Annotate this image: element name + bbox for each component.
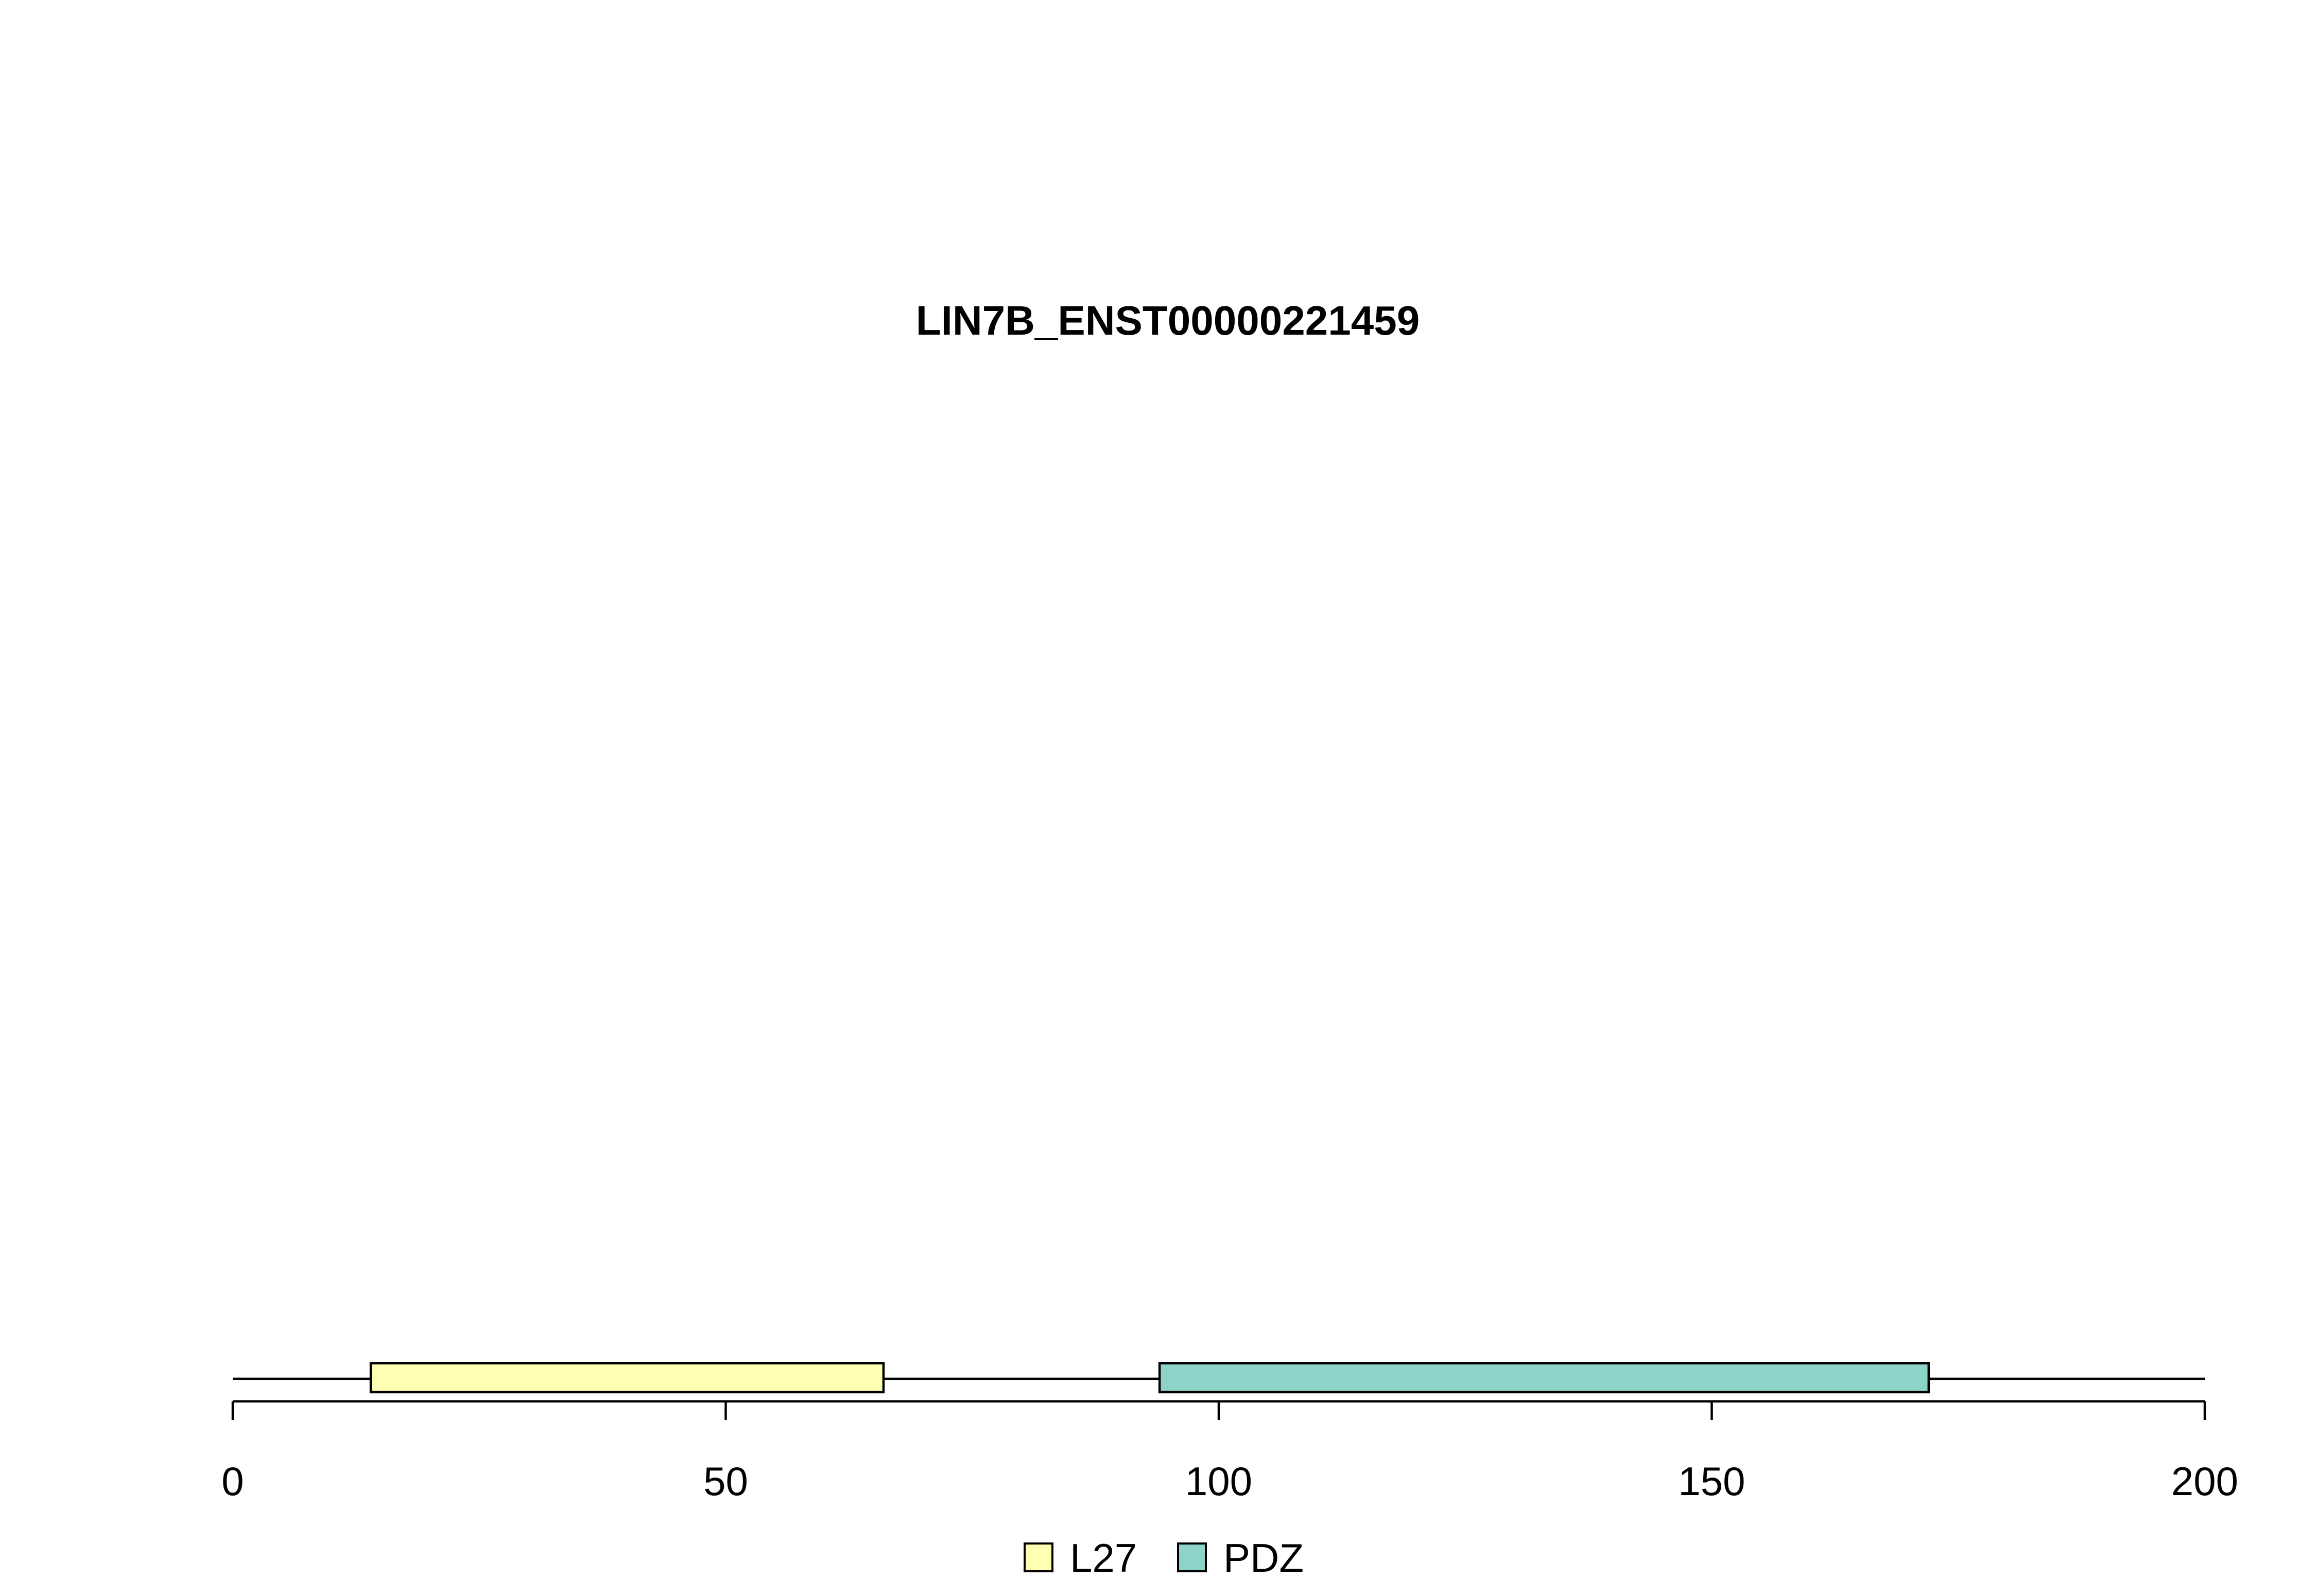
x-tick-label: 150 <box>1678 1459 1745 1504</box>
x-tick-label: 0 <box>221 1459 244 1504</box>
domain-layer <box>369 1362 1930 1394</box>
x-axis: 0 50 100 150 200 <box>221 1400 2238 1504</box>
chart-title: LIN7B_ENST00000221459 <box>916 298 1420 343</box>
domain-box-pdz <box>1158 1362 1930 1394</box>
x-tick-label: 200 <box>2171 1459 2238 1504</box>
legend-swatch-pdz <box>1177 1542 1207 1572</box>
x-tick-label: 50 <box>703 1459 748 1504</box>
domain-box-l27 <box>369 1362 885 1394</box>
legend-swatch-l27 <box>1024 1542 1053 1572</box>
x-tick-label: 100 <box>1185 1459 1252 1504</box>
legend: L27 PDZ <box>1024 1535 1304 1581</box>
legend-label-pdz: PDZ <box>1223 1535 1304 1581</box>
legend-label-l27: L27 <box>1070 1535 1137 1581</box>
